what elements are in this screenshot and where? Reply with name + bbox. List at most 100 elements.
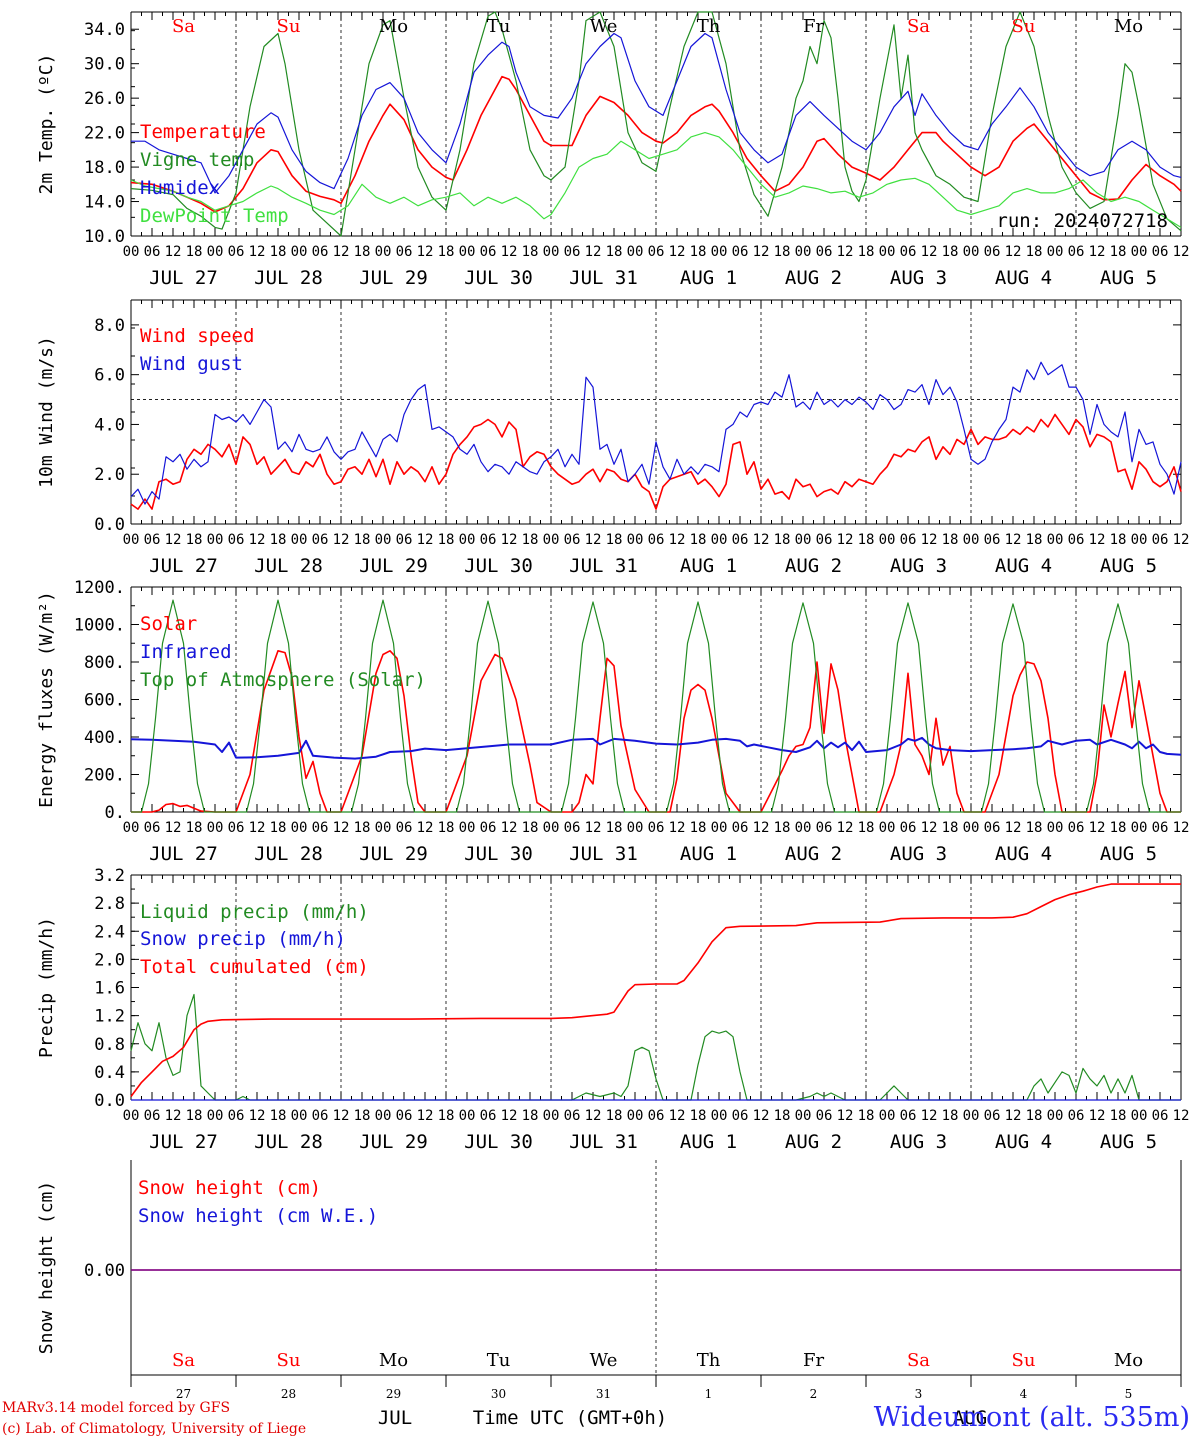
precip-hour-label: 12 [1089, 1108, 1106, 1124]
precip-hour-label: 18 [690, 1108, 707, 1124]
temp-legend-temperature: Temperature [140, 121, 266, 143]
wind-hour-label: 12 [249, 532, 266, 548]
flux-hour-label: 06 [1068, 820, 1085, 836]
flux-hour-label: 00 [123, 820, 140, 836]
precip-y-tick-label: 0.8 [94, 1035, 125, 1055]
precip-hour-label: 00 [879, 1108, 896, 1124]
wind-hour-label: 00 [543, 532, 560, 548]
footer-month-aug: AUG [953, 1407, 987, 1429]
wind-date-label: JUL 29 [359, 555, 428, 577]
temp-hour-label: 18 [774, 244, 791, 260]
flux-hour-label: 06 [984, 820, 1001, 836]
flux-hour-label: 00 [1047, 820, 1064, 836]
wind-hour-label: 18 [270, 532, 287, 548]
wind-y-tick-label: 8.0 [94, 316, 125, 336]
temp-hour-label: 12 [837, 244, 854, 260]
temp-weekday-label: Mo [379, 16, 408, 37]
snow-y-axis-label: Snow height (cm) [36, 1181, 57, 1354]
precip-date-label: JUL 28 [254, 1131, 323, 1153]
wind-series-wind-speed [130, 413, 1182, 510]
flux-y-tick-label: 1200. [74, 578, 125, 598]
temp-hour-label: 06 [648, 244, 665, 260]
flux-date-label: JUL 28 [254, 843, 323, 865]
flux-hour-label: 12 [753, 820, 770, 836]
wind-hour-label: 06 [648, 532, 665, 548]
precip-y-tick-label: 3.2 [94, 866, 125, 886]
snow-weekday-label: We [590, 1350, 618, 1371]
precip-date-label: AUG 4 [995, 1131, 1052, 1153]
wind-hour-label: 00 [963, 532, 980, 548]
flux-series-top-of-atmosphere-solar [131, 599, 1181, 813]
wind-hour-label: 12 [1173, 532, 1190, 548]
temp-y-tick-label: 30.0 [84, 55, 125, 75]
temp-legend-humidex: Humidex [140, 177, 220, 199]
temp-hour-label: 00 [1131, 244, 1148, 260]
precip-hour-label: 00 [291, 1108, 308, 1124]
temp-hour-label: 00 [1047, 244, 1064, 260]
flux-hour-label: 00 [207, 820, 224, 836]
snow-day-number: 28 [281, 1387, 296, 1401]
wind-date-label: AUG 3 [890, 555, 947, 577]
temp-hour-label: 12 [1005, 244, 1022, 260]
snow-legend-snow-height-cm: Snow height (cm) [138, 1177, 321, 1199]
wind-hour-label: 06 [396, 532, 413, 548]
snow-weekday-label: Th [697, 1350, 721, 1371]
temp-hour-label: 00 [627, 244, 644, 260]
snow-day-number: 31 [596, 1387, 611, 1401]
precip-hour-label: 06 [144, 1108, 161, 1124]
temp-weekday-label: Tu [487, 16, 511, 37]
temp-hour-label: 06 [396, 244, 413, 260]
flux-date-label: AUG 5 [1100, 843, 1157, 865]
precip-hour-label: 18 [522, 1108, 539, 1124]
wind-y-tick-label: 2.0 [94, 465, 125, 485]
flux-hour-label: 12 [1173, 820, 1190, 836]
wind-hour-label: 12 [921, 532, 938, 548]
wind-hour-label: 06 [900, 532, 917, 548]
temp-series-temperature [130, 75, 1182, 213]
flux-hour-label: 00 [879, 820, 896, 836]
precip-hour-label: 06 [648, 1108, 665, 1124]
precip-y-tick-label: 0.4 [94, 1063, 125, 1083]
wind-hour-label: 12 [1089, 532, 1106, 548]
snow-weekday-label: Sa [172, 1350, 195, 1371]
flux-hour-label: 12 [501, 820, 518, 836]
wind-hour-label: 00 [711, 532, 728, 548]
precip-hour-label: 12 [669, 1108, 686, 1124]
temp-hour-label: 00 [207, 244, 224, 260]
precip-hour-label: 18 [1026, 1108, 1043, 1124]
flux-date-label: JUL 29 [359, 843, 428, 865]
wind-date-label: AUG 1 [680, 555, 737, 577]
flux-date-label: AUG 1 [680, 843, 737, 865]
precip-hour-label: 06 [900, 1108, 917, 1124]
temp-hour-label: 06 [1152, 244, 1169, 260]
flux-hour-label: 18 [522, 820, 539, 836]
precip-series-total-cumulated-cm [130, 883, 1181, 1097]
precip-y-tick-label: 1.6 [94, 979, 125, 999]
wind-y-tick-label: 0.0 [94, 515, 125, 535]
flux-series-infrared [130, 736, 1182, 760]
precip-hour-label: 00 [963, 1108, 980, 1124]
temp-hour-label: 12 [1089, 244, 1106, 260]
wind-series-wind-gust [130, 361, 1182, 505]
wind-hour-label: 18 [690, 532, 707, 548]
precip-date-label: JUL 30 [464, 1131, 533, 1153]
precip-hour-label: 12 [249, 1108, 266, 1124]
wind-hour-label: 06 [480, 532, 497, 548]
station-label: Wideumont (alt. 535m) [874, 1402, 1190, 1433]
time-axis-label: Time UTC (GMT+0h) [473, 1407, 667, 1429]
precip-y-tick-label: 2.8 [94, 894, 125, 914]
temp-hour-label: 06 [480, 244, 497, 260]
precip-y-tick-label: 2.4 [94, 922, 125, 942]
precip-date-label: JUL 29 [359, 1131, 428, 1153]
wind-hour-label: 12 [501, 532, 518, 548]
flux-hour-label: 18 [186, 820, 203, 836]
wind-date-label: AUG 2 [785, 555, 842, 577]
wind-hour-label: 18 [522, 532, 539, 548]
flux-hour-label: 00 [795, 820, 812, 836]
flux-date-label: AUG 2 [785, 843, 842, 865]
flux-legend-solar: Solar [140, 613, 197, 635]
precip-hour-label: 18 [354, 1108, 371, 1124]
temp-date-label: AUG 3 [890, 267, 947, 289]
temp-y-tick-label: 26.0 [84, 89, 125, 109]
